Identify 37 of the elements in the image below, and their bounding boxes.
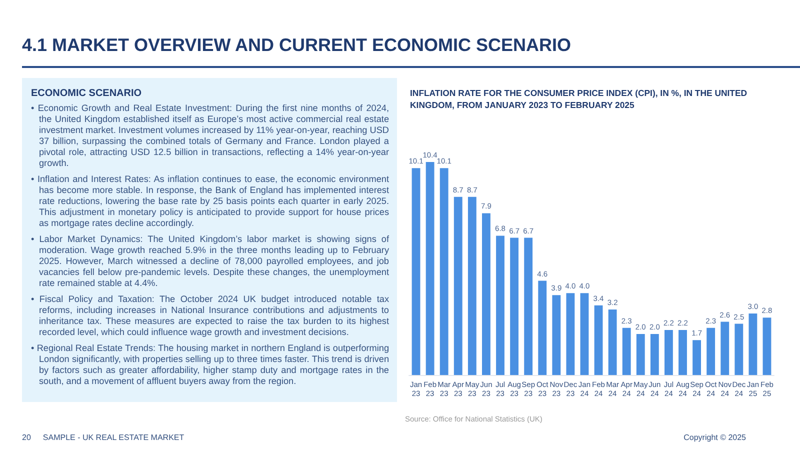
bar — [664, 330, 673, 375]
bar — [426, 162, 434, 375]
text: SAMPLE - UK REAL ESTATE MARKET — [42, 432, 184, 442]
bar — [678, 330, 687, 375]
bar — [482, 213, 490, 375]
text: • Regional Real Estate Trends: The housing market in northern England is outperforming London significantly, with properties selling up to three times faster. This trend is driven by factors such as greater affordability, higher stamp duty and mortgage rates in the south, and a movement of affluent buyers away from the region. — [31, 342, 389, 388]
text: • Fiscal Policy and Taxation: The October 2024 UK budget introduced notable tax reforms, including increases in National Insurance contributions and adjustments to inheritance tax. These measures are expected to raise the tax burden to its highest recorded level, which could influence wage growth and investment decisions. — [31, 294, 389, 338]
bar — [552, 295, 561, 375]
bar — [524, 238, 533, 375]
bar — [580, 293, 589, 375]
bar — [412, 168, 420, 375]
bar — [566, 293, 575, 375]
text: • Economic Growth and Real Estate Investment: During the first nine months of 2024, the United Kingdom established itself as Europe’s most active commercial real estate investment market. Investment volumes increased by 11% year-on-year, reaching USD 37 billion, surpassing the combined totals of Germany and France. London played a pivotal role, attracting USD 12.5 billion in transactions, reflecting a 14% year-on-year growth. — [31, 103, 389, 170]
bar — [692, 340, 701, 375]
bar — [440, 168, 448, 375]
bar — [720, 322, 730, 375]
bar — [748, 314, 758, 375]
bar — [706, 328, 716, 375]
bar — [762, 318, 772, 375]
bar — [636, 334, 645, 375]
text: 4.1 MARKET OVERVIEW AND CURRENT ECONOMIC SCENARIO — [22, 34, 572, 56]
bar — [650, 334, 659, 375]
text: • Labor Market Dynamics: The United Kingdom’s labor market is showing signs of moderation. Wage growth reached 5.9% in the three months leading up to February 2025. However, March witnessed a decline of 78,000 payrolled employees, and job vacancies fell below pre-pandemic levels. Despite these changes, the unemployment rate remained stable at 4.4%. — [31, 234, 389, 290]
text: Copyright © 2025 — [684, 432, 746, 442]
bar — [734, 324, 744, 375]
bar — [608, 309, 617, 375]
bar — [594, 305, 603, 375]
bar — [538, 280, 547, 375]
bar — [510, 238, 518, 375]
text: 20 — [22, 432, 31, 442]
text: ECONOMIC SCENARIO — [31, 88, 142, 99]
bar — [454, 196, 462, 375]
bar — [496, 236, 504, 375]
chart-title: INFLATION RATE FOR THE CONSUMER PRICE INDEX (CPI), IN %, IN THE UNITED KINGDOM, FROM JANUARY 2023 TO FEBRUARY 2025 — [410, 88, 750, 110]
bar — [468, 196, 476, 375]
text: • Inflation and Interest Rates: As inflation continues to ease, the economic environment has become more stable. In response, the Bank of England has implemented interest rate reductions, lowering the base rate by 25 basis points each quarter in early 2025. This adjustment in monetary policy is anticipated to provide support for house prices as mortgage rates decline accordingly. — [31, 174, 389, 230]
bar — [622, 328, 631, 375]
